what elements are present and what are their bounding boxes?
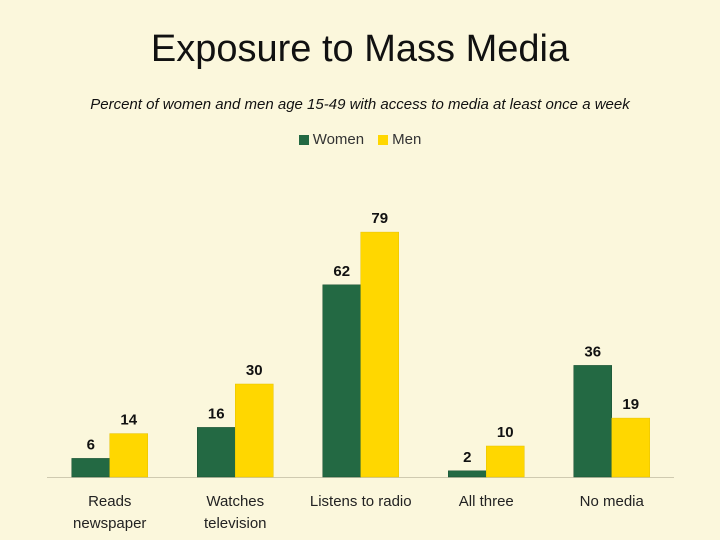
chart-title: Exposure to Mass Media <box>150 28 570 70</box>
value-label-women-2: 62 <box>333 263 350 280</box>
bar-women-0 <box>71 458 110 478</box>
bar-men-1 <box>235 383 274 478</box>
category-label-4-0: No media <box>580 493 645 510</box>
category-label-1-0: Watches <box>206 493 264 510</box>
category-label-3-0: All three <box>459 493 514 510</box>
category-label-0-0: Reads <box>88 493 131 510</box>
bar-men-2 <box>360 231 399 478</box>
value-label-men-3: 10 <box>497 424 514 441</box>
category-label-2-0: Listens to radio <box>310 493 412 510</box>
bar-men-3 <box>486 445 525 478</box>
legend-label-men: Men <box>392 131 422 148</box>
legend-swatch-women <box>298 134 309 145</box>
bar-men-0 <box>109 433 148 478</box>
category-label-0-1: newspaper <box>73 515 146 532</box>
bar-women-3 <box>448 470 487 478</box>
value-label-women-3: 2 <box>463 449 471 466</box>
value-label-men-4: 19 <box>622 396 639 413</box>
value-label-men-0: 14 <box>120 412 137 429</box>
category-label-1-1: television <box>204 515 267 532</box>
bar-women-2 <box>322 284 361 478</box>
value-label-men-1: 30 <box>246 362 263 379</box>
legend-label-women: Women <box>312 131 365 148</box>
chart-legend: Women Men <box>0 131 720 148</box>
bar-women-4 <box>573 365 612 478</box>
legend-swatch-men <box>378 134 389 145</box>
legend-item-men: Men <box>378 131 421 148</box>
chart-subtitle: Percent of women and men age 15-49 with … <box>90 96 630 113</box>
bar-men-4 <box>611 417 650 478</box>
legend-item-women: Women <box>298 131 365 148</box>
value-label-women-0: 6 <box>87 436 95 453</box>
value-label-men-2: 79 <box>371 210 388 227</box>
bar-women-1 <box>197 427 236 478</box>
value-label-women-4: 36 <box>584 343 601 360</box>
value-label-women-1: 16 <box>208 405 225 422</box>
